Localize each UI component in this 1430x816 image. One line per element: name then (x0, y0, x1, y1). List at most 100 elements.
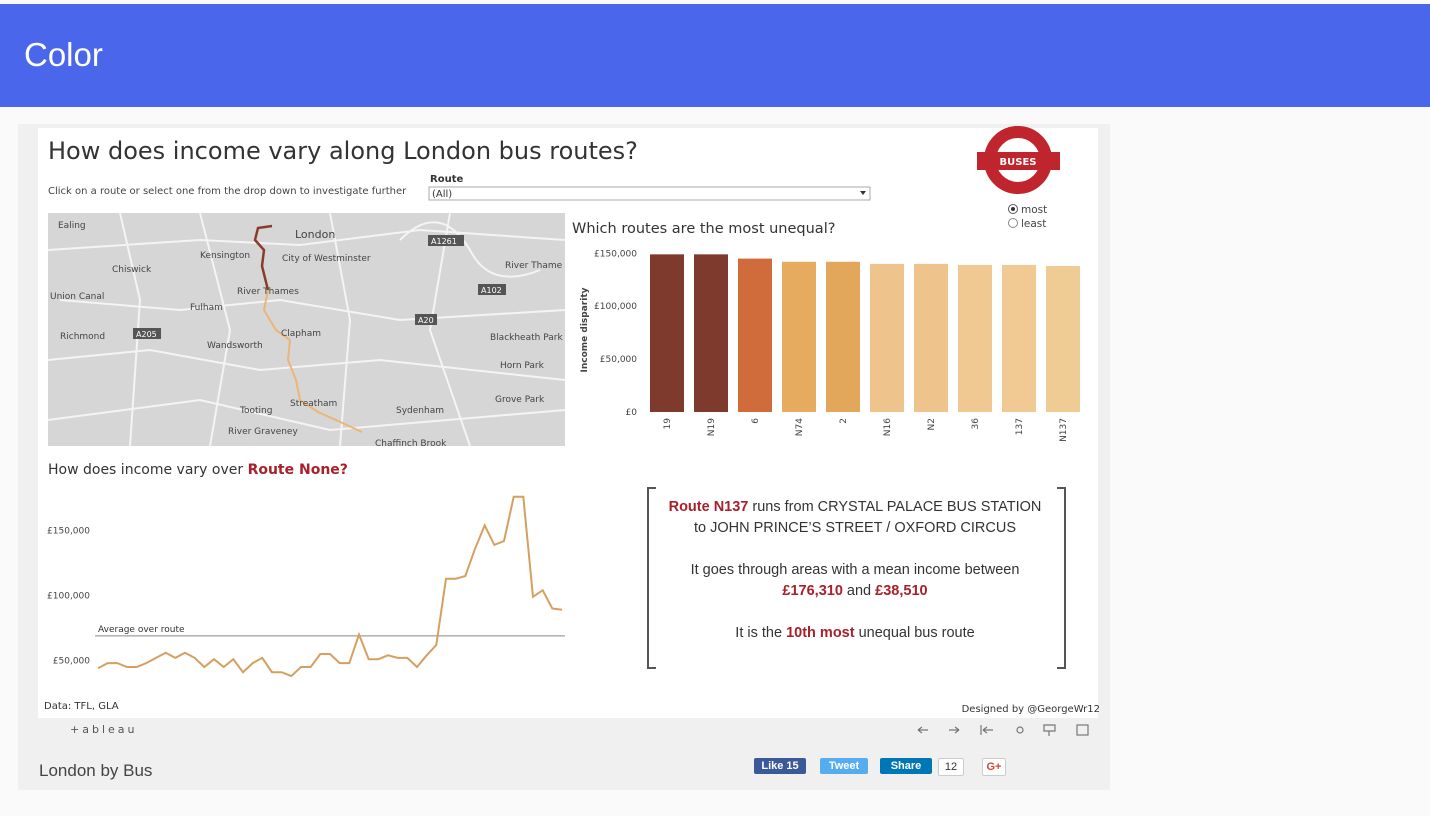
map-label: A205 (136, 330, 157, 339)
bar (958, 264, 992, 412)
line-chart: £50,000 £100,000 £150,000 Average over rout… (47, 495, 565, 678)
toolbar-icons[interactable] (917, 724, 1089, 736)
x-tick-label: 36 (971, 418, 981, 430)
map-label: Tooting (239, 406, 272, 416)
x-tick-label: 6 (751, 418, 761, 424)
redo[interactable] (949, 726, 960, 734)
share-button[interactable]: Share (880, 758, 932, 774)
map[interactable]: Ealing London Kensington City of Westmin… (47, 212, 566, 449)
map-label: Ealing (58, 221, 86, 231)
map-label: London (295, 228, 335, 241)
y-tick-label: £100,000 (47, 592, 90, 602)
road-shield (478, 284, 506, 295)
road-shield (415, 314, 437, 325)
dashboard-title: How does income vary along London bus ro… (48, 137, 638, 165)
summary-line: It goes through areas with a mean income… (650, 562, 1060, 578)
map-label: Wandsworth (207, 341, 263, 351)
summary-route: Route N137 (668, 499, 749, 515)
radio-dot[interactable] (1011, 207, 1015, 211)
summary-line: £176,310 and £38,510 (650, 583, 1060, 599)
bar (650, 254, 684, 412)
dropdown-box[interactable] (428, 186, 871, 201)
header-title: Color (24, 36, 103, 73)
map-label: Clapham (281, 329, 321, 339)
map-label: A20 (418, 316, 434, 325)
map-label: City of Westminster (282, 254, 371, 264)
dropdown-arrow[interactable] (860, 191, 866, 195)
share-count: 12 (938, 758, 964, 776)
logo-text: BUSES (1000, 157, 1037, 168)
route-line-dark (253, 224, 273, 291)
radio-label[interactable]: most (1021, 204, 1047, 216)
tableau-logo[interactable]: +ableau (70, 723, 137, 736)
x-tick-label: N74 (795, 418, 805, 436)
y-tick-label: £150,000 (594, 249, 637, 259)
summary-line: It is the 10th most unequal bus route (650, 625, 1060, 641)
map-label: Streatham (290, 399, 337, 409)
x-tick-label: 19 (663, 418, 673, 430)
x-tick-label: N137 (1059, 418, 1069, 442)
map-label: Fulham (190, 303, 223, 313)
x-tick-label: N16 (883, 418, 893, 436)
gplus-button[interactable]: G+ (982, 758, 1006, 776)
roundel-bar (977, 152, 1060, 170)
map-label: Chaffinch Brook (375, 439, 447, 449)
filter-label: Route (430, 174, 463, 185)
bar (1002, 264, 1036, 412)
summary-text: unequal bus route (858, 625, 975, 641)
bar (826, 261, 860, 412)
map-label: Horn Park (500, 361, 545, 371)
summary-min: £38,510 (875, 583, 928, 599)
revert[interactable] (980, 725, 993, 735)
map-label: Kensington (200, 251, 250, 261)
y-tick-label: £0 (626, 408, 638, 418)
fullscreen[interactable] (1076, 724, 1089, 736)
summary-text: and (846, 583, 872, 599)
map-label: Grove Park (495, 395, 545, 405)
header-bar: Color (0, 4, 1430, 107)
bar (694, 254, 728, 412)
y-tick-label: £100,000 (594, 302, 637, 312)
tweet-button[interactable]: Tweet (820, 758, 868, 774)
summary-text: It is the (735, 625, 783, 641)
download[interactable] (1043, 724, 1056, 736)
summary-text: It goes through areas with a mean income… (690, 562, 1020, 578)
radio-label[interactable]: least (1021, 218, 1046, 230)
bar (782, 261, 816, 412)
summary-text: runs from CRYSTAL PALACE BUS STATION (752, 499, 1042, 515)
x-tick-label: 137 (1015, 418, 1025, 435)
logo: BUSES (977, 126, 1060, 194)
y-axis-label: Income disparity (580, 287, 590, 372)
map-label: A102 (481, 286, 502, 295)
footer-title: London by Bus (39, 761, 152, 780)
x-tick-label: N2 (927, 418, 937, 430)
share[interactable] (1016, 726, 1024, 734)
summary-max: £176,310 (782, 583, 843, 599)
radio[interactable] (1008, 218, 1018, 228)
map-label: Blackheath Park (490, 333, 563, 343)
title-route: Route None? (248, 462, 348, 478)
title-prefix: How does income vary over (48, 462, 243, 478)
bar (738, 258, 772, 412)
line-series (97, 495, 563, 678)
dropdown-value[interactable]: (All) (432, 189, 452, 200)
map-label: A1261 (431, 237, 457, 246)
y-tick-label: £50,000 (600, 355, 637, 365)
map-roads (47, 212, 566, 447)
road-shield (428, 235, 464, 246)
bar-chart-title: Which routes are the most unequal? (572, 221, 835, 237)
undo[interactable] (917, 726, 928, 734)
map-label: Union Canal (50, 292, 104, 302)
y-tick-label: £150,000 (47, 527, 90, 537)
map-label: Richmond (60, 332, 105, 342)
map-label: Sydenham (396, 406, 444, 416)
like-button[interactable]: Like 15 (754, 758, 806, 774)
summary-rank: 10th most (786, 625, 855, 641)
filter-dropdown[interactable]: (All) (428, 186, 871, 201)
y-tick-label: £50,000 (53, 657, 90, 667)
summary-line: to JOHN PRINCE’S STREET / OXFORD CIRCUS (650, 520, 1060, 536)
x-tick-label: N19 (707, 418, 717, 436)
